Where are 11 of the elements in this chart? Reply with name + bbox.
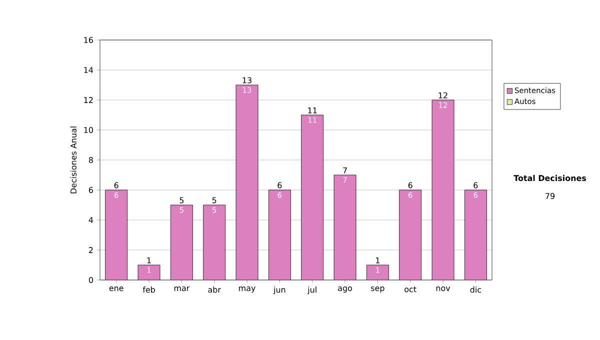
bar — [464, 190, 487, 280]
bar — [203, 205, 226, 280]
bar — [334, 175, 356, 280]
bar — [432, 100, 454, 280]
bar — [301, 114, 324, 280]
bar — [170, 205, 193, 280]
bar — [105, 190, 128, 280]
bar — [236, 84, 258, 280]
bar — [399, 190, 422, 280]
bar — [268, 190, 291, 280]
bar — [366, 265, 389, 280]
